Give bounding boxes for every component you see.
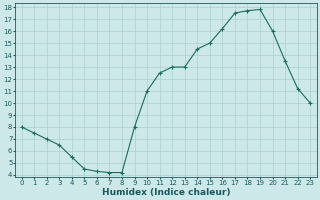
X-axis label: Humidex (Indice chaleur): Humidex (Indice chaleur) [102, 188, 230, 197]
